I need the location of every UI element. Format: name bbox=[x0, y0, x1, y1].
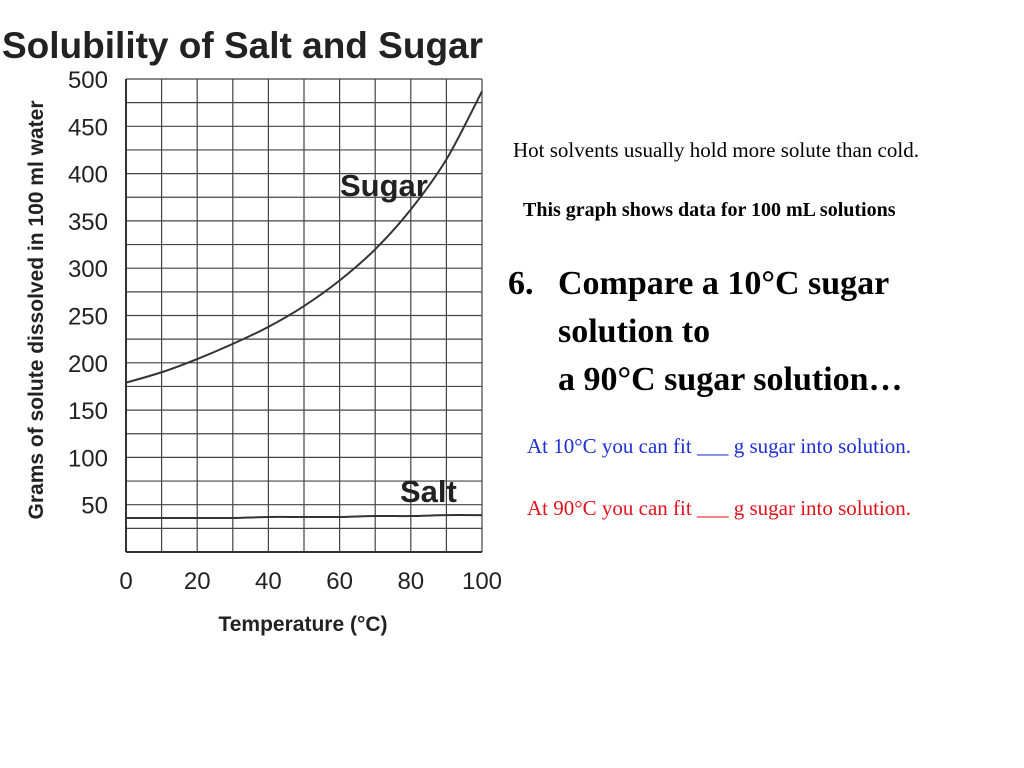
x-tick-label: 60 bbox=[326, 568, 353, 595]
question-line: solution to bbox=[558, 313, 711, 350]
series-label-salt: Salt bbox=[400, 474, 457, 509]
chart-grid bbox=[125, 78, 483, 553]
x-tick-label: 40 bbox=[255, 568, 282, 595]
y-tick-label: 150 bbox=[68, 398, 108, 425]
series-line-sugar bbox=[125, 90, 483, 384]
series-labels: Sugar Salt bbox=[340, 168, 457, 509]
chart-title: Solubility of Salt and Sugar bbox=[2, 25, 483, 66]
x-tick-label: 20 bbox=[184, 568, 211, 595]
x-axis-label: Temperature (°C) bbox=[218, 613, 387, 636]
y-tick-label: 400 bbox=[68, 162, 108, 189]
solubility-chart: Solubility of Salt and Sugar 0 20 40 60 80 10… bbox=[2, 25, 502, 636]
y-axis-ticks: 50 100 150 200 250 300 350 400 450 500 bbox=[68, 67, 108, 520]
subtitle-text: This graph shows data for 100 mL solutio… bbox=[523, 199, 896, 221]
answer-10c-text: At 10°C you can fit ___ g sugar into sol… bbox=[527, 434, 912, 458]
y-tick-label: 450 bbox=[68, 114, 108, 141]
chart-series bbox=[125, 90, 483, 520]
series-line-salt bbox=[125, 514, 483, 520]
y-tick-label: 200 bbox=[68, 351, 108, 378]
x-tick-label: 100 bbox=[462, 568, 502, 595]
y-tick-label: 350 bbox=[68, 209, 108, 236]
y-tick-label: 300 bbox=[68, 256, 108, 283]
y-tick-label: 500 bbox=[68, 67, 108, 94]
question-text: Compare a 10°C sugar solution to a 90°C … bbox=[558, 260, 988, 404]
y-tick-label: 100 bbox=[68, 445, 108, 472]
note-text: Hot solvents usually hold more solute th… bbox=[513, 138, 919, 162]
y-tick-label: 50 bbox=[81, 493, 108, 520]
y-axis-label: Grams of solute dissolved in 100 ml wate… bbox=[25, 101, 48, 520]
answer-90c-text: At 90°C you can fit ___ g sugar into sol… bbox=[527, 496, 912, 520]
series-label-sugar: Sugar bbox=[340, 168, 428, 203]
y-tick-label: 250 bbox=[68, 304, 108, 331]
x-axis-ticks: 0 20 40 60 80 100 bbox=[119, 568, 502, 595]
question-number: 6. bbox=[508, 265, 534, 302]
question-line: a 90°C sugar solution… bbox=[558, 361, 903, 398]
question-line: Compare a 10°C sugar bbox=[558, 265, 890, 302]
x-tick-label: 80 bbox=[397, 568, 424, 595]
x-tick-label: 0 bbox=[119, 568, 132, 595]
